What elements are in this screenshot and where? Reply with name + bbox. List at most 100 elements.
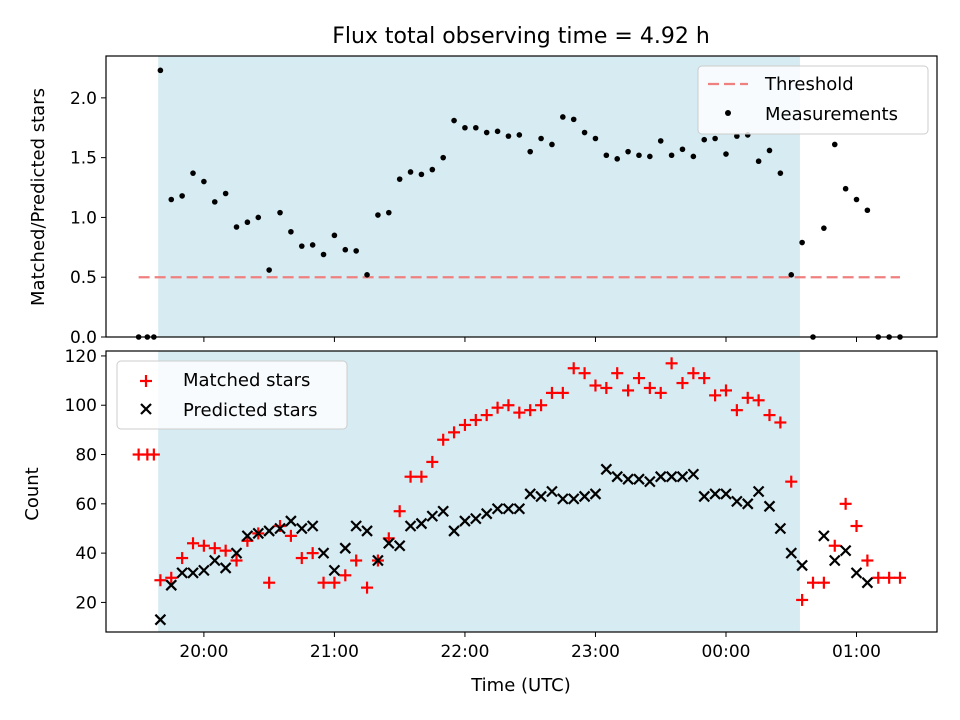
predicted-star-stroke	[306, 520, 319, 532]
predicted-star-point	[818, 530, 830, 542]
measurement-point	[777, 170, 784, 176]
predicted-star-point	[415, 517, 428, 530]
matched-star-point	[513, 406, 526, 419]
predicted-star-point	[513, 502, 526, 515]
predicted-star-stroke	[752, 485, 765, 498]
predicted-star-point	[665, 470, 678, 483]
predicted-star-point	[426, 510, 439, 522]
measurement-point	[701, 136, 708, 143]
matched-star-point	[654, 386, 667, 399]
predicted-star-point	[589, 488, 602, 500]
predicted-star-stroke	[219, 562, 232, 574]
matched-star-point	[502, 399, 515, 412]
matched-star-point	[469, 414, 482, 427]
matched-star-point	[187, 537, 200, 550]
predicted-star-point	[709, 488, 721, 500]
matched-star-point	[589, 379, 602, 392]
measurement-point	[581, 129, 588, 136]
predicted-star-stroke	[567, 493, 580, 505]
predicted-star-stroke	[437, 505, 449, 517]
matched-star-point	[154, 574, 167, 587]
matched-star-point	[741, 391, 754, 404]
y-tick-label: 100	[65, 396, 97, 416]
predicted-star-point	[611, 470, 623, 483]
matched-star-point	[426, 455, 439, 468]
predicted-star-point	[828, 554, 841, 567]
legend-measurements-swatch	[725, 110, 731, 116]
predicted-star-point	[524, 488, 536, 500]
measurement-point	[831, 141, 838, 148]
matched-star-point	[350, 554, 363, 567]
measurement-point	[407, 169, 414, 175]
measurement-point	[603, 152, 610, 159]
measurement-point	[636, 152, 642, 159]
predicted-star-point	[339, 542, 352, 554]
predicted-star-stroke	[600, 463, 613, 476]
measurement-point	[821, 225, 827, 231]
predicted-star-point	[633, 473, 645, 485]
predicted-star-point	[491, 502, 504, 515]
measurement-point	[222, 190, 229, 197]
count-panel: 20 40 60 80 100 120 20:00 21:00 22:00 23:00 00:00…	[22, 347, 938, 696]
predicted-star-stroke	[154, 613, 167, 626]
matched-star-point	[404, 470, 417, 483]
measurement-point	[570, 116, 577, 123]
matched-star-point	[147, 448, 160, 461]
measurement-point	[473, 124, 479, 131]
ratio-panel: 0.00.51.01.52.0 Matched/Predicted stars …	[28, 55, 938, 348]
predicted-star-stroke	[524, 488, 536, 500]
matched-star-point	[197, 539, 210, 552]
predicted-star-stroke	[502, 502, 515, 515]
predicted-star-point	[470, 512, 482, 525]
measurement-point	[690, 153, 697, 160]
predicted-star-stroke	[404, 520, 417, 532]
predicted-star-stroke	[426, 510, 439, 522]
predicted-star-point	[198, 564, 210, 577]
predicted-star-point	[480, 507, 493, 520]
measurement-point	[668, 152, 675, 159]
matched-star-point	[263, 576, 276, 589]
matched-star-point	[176, 552, 189, 565]
x-tick-label: 23:00	[571, 642, 620, 662]
predicted-star-point	[567, 493, 580, 505]
predicted-star-stroke	[796, 559, 808, 572]
count-legend: Matched stars Predicted stars	[116, 360, 348, 430]
predicted-star-point	[404, 520, 417, 532]
predicted-star-stroke	[470, 512, 482, 525]
predicted-star-point	[741, 498, 754, 510]
x-tick-label: 22:00	[440, 642, 489, 662]
measurement-point	[516, 132, 523, 138]
matched-star-point	[817, 576, 830, 589]
x-tick-label: 00:00	[701, 642, 750, 662]
predicted-star-point	[306, 520, 319, 532]
measurement-point	[614, 156, 621, 162]
legend-predicted-label: Predicted stars	[183, 400, 317, 421]
predicted-star-stroke	[818, 530, 830, 542]
predicted-star-point	[850, 567, 863, 579]
matched-star-point	[752, 394, 765, 407]
legend-matched-swatch	[140, 375, 152, 387]
predicted-star-stroke	[165, 579, 178, 591]
predicted-star-point	[839, 544, 852, 557]
measurement-point	[527, 148, 534, 155]
predicted-star-stroke	[763, 500, 776, 513]
measurement-point	[288, 228, 294, 235]
matched-star-point	[763, 409, 776, 422]
predicted-star-point	[600, 463, 613, 476]
predicted-star-stroke	[546, 485, 558, 498]
predicted-star-point	[437, 505, 449, 517]
matched-star-point	[545, 386, 558, 399]
predicted-star-point	[654, 470, 667, 483]
measurement-point	[462, 124, 468, 131]
predicted-star-point	[263, 525, 275, 537]
measurement-point	[386, 209, 392, 216]
matched-star-point	[698, 372, 711, 385]
measurement-point	[799, 239, 805, 246]
predicted-star-stroke	[611, 470, 623, 483]
predicted-star-point	[296, 522, 308, 535]
x-tick-label: 01:00	[832, 642, 881, 662]
predicted-star-point	[274, 522, 286, 535]
y-tick-label: 1.5	[70, 149, 97, 169]
y-tick-label: 80	[75, 446, 97, 466]
y-tick-label: 0.0	[70, 328, 97, 348]
